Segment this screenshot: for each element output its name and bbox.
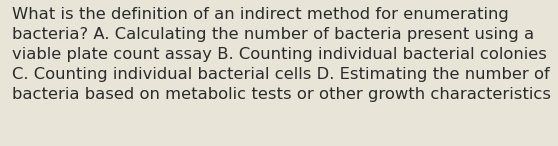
Text: What is the definition of an indirect method for enumerating
bacteria? A. Calcul: What is the definition of an indirect me…: [12, 7, 551, 102]
